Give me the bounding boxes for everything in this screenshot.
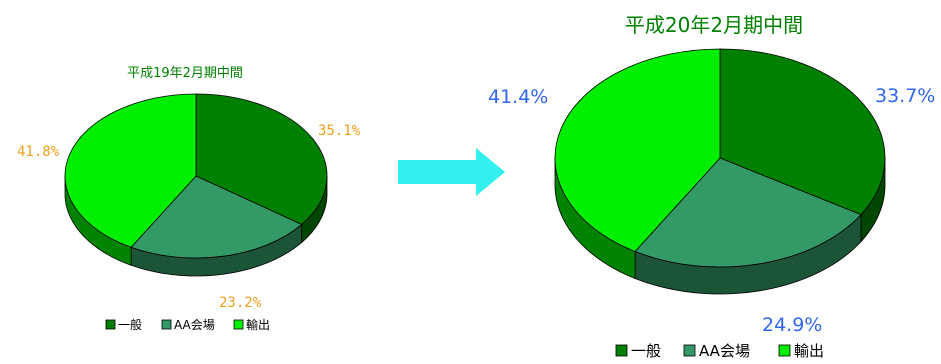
pie-slice-ippan bbox=[719, 48, 886, 216]
value-label-aa-2007: 23.2% bbox=[219, 295, 262, 311]
right-arrow-icon bbox=[398, 148, 505, 196]
legend-label-export: 輸出 bbox=[246, 317, 270, 332]
pie-2008 bbox=[554, 48, 886, 295]
legend-swatch-aa bbox=[161, 319, 172, 330]
pie-slice-aa-kaijo bbox=[634, 157, 862, 268]
value-label-export-2007: 41.8% bbox=[17, 144, 60, 160]
chart-title-2007: 平成19年2月期中間 bbox=[127, 66, 243, 81]
legend-label-ippan: 一般 bbox=[118, 317, 142, 332]
pie-slice-aa-kaijo bbox=[130, 175, 303, 259]
legend-label-export: 輸出 bbox=[794, 342, 824, 360]
value-label-ippan-2008: 33.7% bbox=[875, 85, 935, 107]
value-label-aa-2008: 24.9% bbox=[762, 314, 822, 336]
pie-chart-2007: 平成19年2月期中間 35.1% 23.2% 41.8% 一般 AA会場 輸出 bbox=[17, 66, 361, 332]
pie-chart-2008: 平成20年2月期中間 33.7% 24.9% 41.4% 一般 AA会場 輸出 bbox=[488, 13, 935, 360]
pie-slice-export bbox=[64, 93, 197, 248]
chart-title-2008: 平成20年2月期中間 bbox=[625, 13, 803, 37]
pie-2007 bbox=[64, 93, 328, 277]
legend-label-aa: AA会場 bbox=[699, 342, 750, 360]
pie-slice-ippan bbox=[195, 93, 328, 225]
legend-swatch-ippan bbox=[105, 319, 116, 330]
legend-swatch-aa bbox=[683, 344, 696, 357]
value-label-export-2008: 41.4% bbox=[488, 86, 548, 108]
legend-swatch-export bbox=[233, 319, 244, 330]
legend-swatch-export bbox=[778, 344, 791, 357]
value-label-ippan-2007: 35.1% bbox=[318, 123, 361, 139]
legend-2008: 一般 AA会場 輸出 bbox=[615, 342, 824, 360]
legend-swatch-ippan bbox=[615, 344, 628, 357]
legend-label-ippan: 一般 bbox=[631, 342, 661, 360]
legend-label-aa: AA会場 bbox=[174, 318, 215, 332]
pie-slice-export bbox=[554, 48, 721, 252]
legend-2007: 一般 AA会場 輸出 bbox=[105, 317, 270, 332]
